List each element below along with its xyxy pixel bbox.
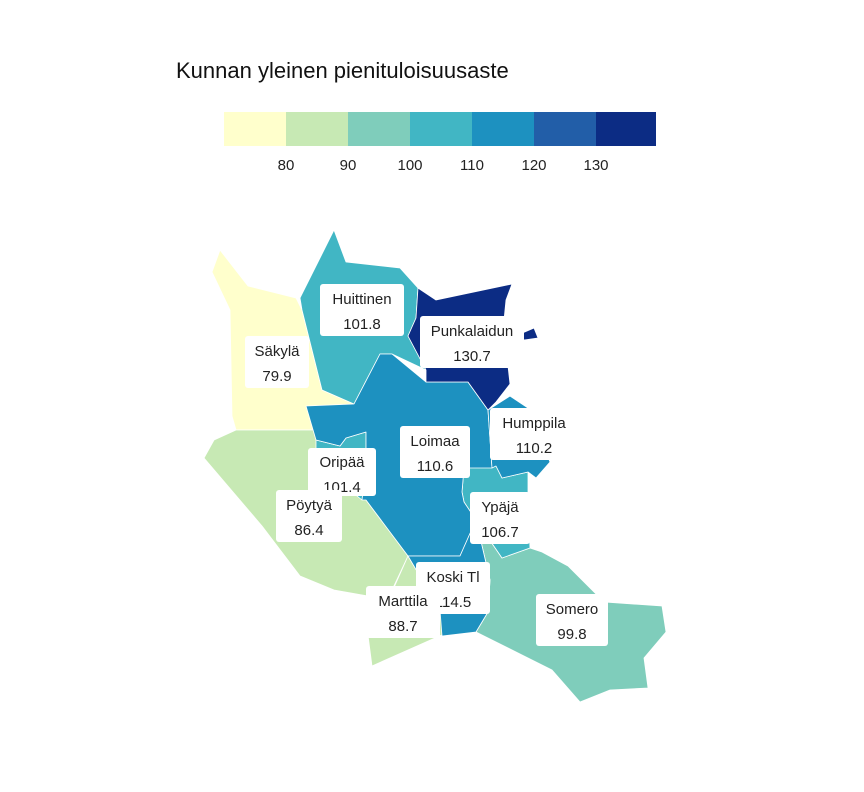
- label-box: [536, 594, 608, 646]
- label-punkalaidun: Punkalaidun 130.7: [420, 316, 524, 368]
- label-box: [245, 336, 309, 388]
- label-humppila: Humppila 110.2: [490, 408, 578, 460]
- label-ypaja: Ypäjä 106.7: [470, 492, 530, 544]
- legend: 80 90 100 110 120 130: [224, 112, 656, 174]
- label-huittinen: Huittinen 101.8: [320, 284, 404, 336]
- label-box: [490, 408, 578, 460]
- legend-tick: 90: [340, 157, 357, 174]
- legend-swatch-3: [410, 112, 472, 146]
- label-value: 99.8: [557, 626, 586, 643]
- label-value: 86.4: [294, 522, 323, 539]
- label-oripaa: Oripää 101.4: [308, 448, 376, 496]
- label-name: Koski Tl: [426, 569, 479, 586]
- legend-swatch-4: [472, 112, 534, 146]
- legend-swatch-2: [348, 112, 410, 146]
- label-sakyla: Säkylä 79.9: [245, 336, 309, 388]
- map-title: Kunnan yleinen pienituloisuusaste: [176, 58, 509, 83]
- legend-swatch-0: [224, 112, 286, 146]
- label-box: [320, 284, 404, 336]
- label-name: Somero: [546, 601, 599, 618]
- label-name: Marttila: [378, 593, 428, 610]
- label-box: [470, 492, 530, 544]
- label-box: [276, 490, 342, 542]
- label-value: 110.6: [417, 458, 453, 475]
- legend-tick: 120: [521, 157, 546, 174]
- map-labels: Säkylä 79.9 Huittinen 101.8 Punkalaidun …: [245, 284, 608, 646]
- label-value: 130.7: [453, 348, 491, 365]
- legend-tick: 80: [278, 157, 295, 174]
- legend-swatch-6: [596, 112, 656, 146]
- label-loimaa: Loimaa 110.6: [400, 426, 470, 478]
- label-marttila: Marttila 88.7: [366, 586, 440, 638]
- label-name: Humppila: [502, 415, 566, 432]
- legend-tick: 130: [583, 157, 608, 174]
- label-poytya: Pöytyä 86.4: [276, 490, 342, 542]
- label-name: Huittinen: [332, 291, 391, 308]
- label-value: 106.7: [481, 524, 519, 541]
- label-value: 114.5: [435, 594, 471, 611]
- label-box: [420, 316, 524, 368]
- label-box: [400, 426, 470, 478]
- label-value: 88.7: [388, 618, 417, 635]
- label-value: 110.2: [516, 440, 552, 457]
- label-name: Loimaa: [410, 433, 460, 450]
- legend-tick: 110: [460, 157, 484, 174]
- label-name: Pöytyä: [286, 497, 333, 514]
- legend-swatch-5: [534, 112, 596, 146]
- label-name: Säkylä: [254, 343, 300, 360]
- label-name: Punkalaidun: [431, 323, 514, 340]
- label-box: [366, 586, 440, 638]
- label-value: 79.9: [262, 368, 291, 385]
- legend-tick: 100: [397, 157, 422, 174]
- label-box: [308, 448, 376, 496]
- label-value: 101.8: [343, 316, 381, 333]
- label-somero: Somero 99.8: [536, 594, 608, 646]
- legend-swatch-1: [286, 112, 348, 146]
- label-name: Ypäjä: [481, 499, 519, 516]
- label-name: Oripää: [319, 454, 365, 471]
